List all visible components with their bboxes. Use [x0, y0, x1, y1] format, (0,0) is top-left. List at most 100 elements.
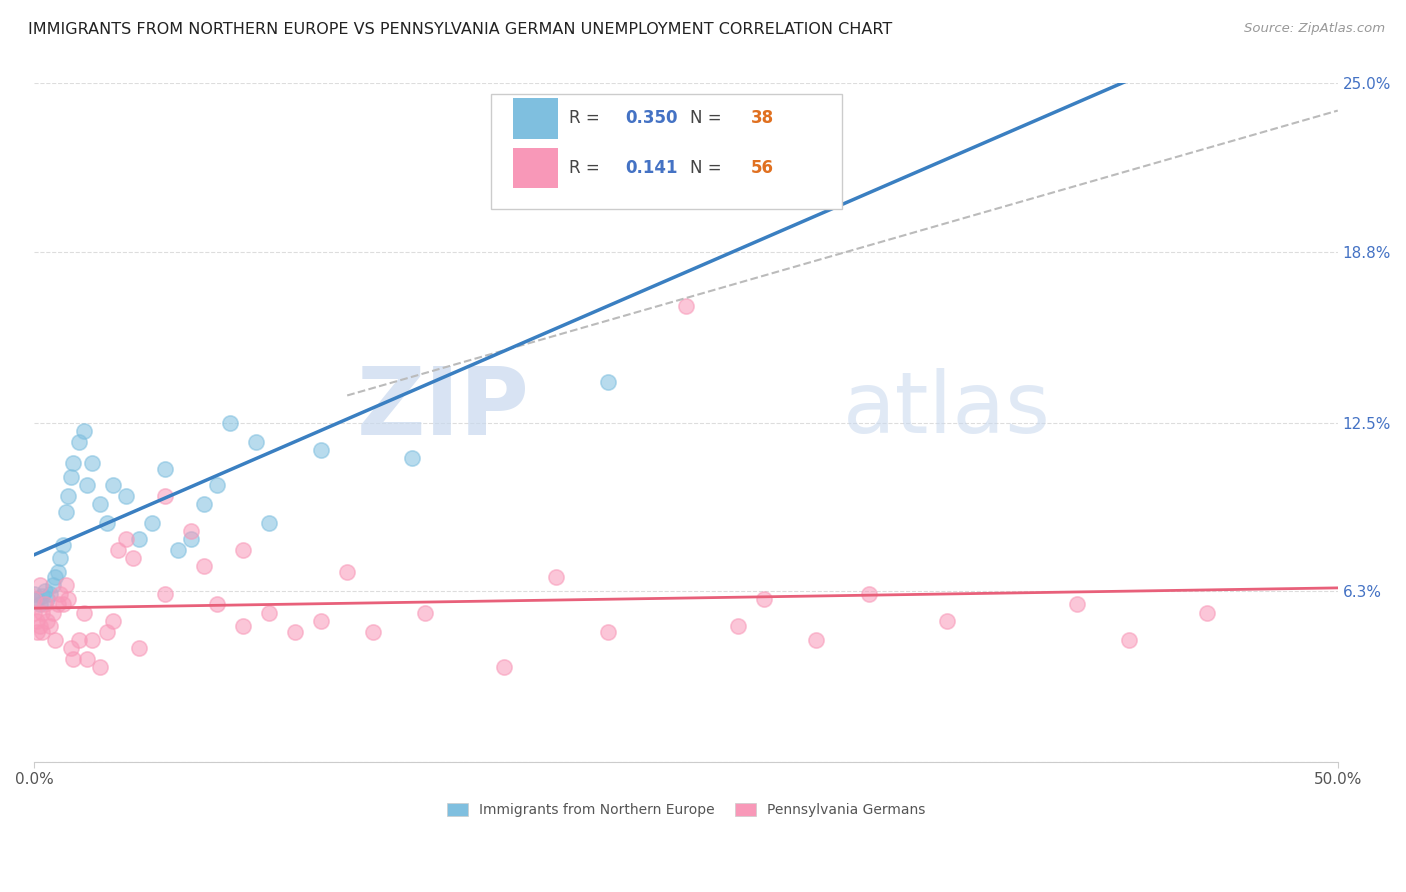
Point	[55, 578, 77, 592]
Text: N =: N =	[690, 109, 727, 128]
Point	[361, 624, 384, 639]
Point	[25, 591, 48, 606]
Point	[128, 640, 150, 655]
Text: R =: R =	[569, 159, 605, 178]
Point	[219, 416, 242, 430]
Point	[205, 478, 228, 492]
Point	[107, 543, 129, 558]
Point	[180, 524, 202, 538]
Point	[41, 606, 63, 620]
Point	[89, 660, 111, 674]
Text: R =: R =	[569, 109, 605, 128]
Point	[96, 624, 118, 639]
Point	[858, 586, 880, 600]
Point	[727, 619, 749, 633]
Point	[34, 583, 56, 598]
Point	[309, 442, 332, 457]
Point	[49, 586, 72, 600]
Point	[55, 505, 77, 519]
Point	[232, 543, 254, 558]
Text: N =: N =	[690, 159, 727, 178]
Point	[128, 533, 150, 547]
Point	[153, 489, 176, 503]
Point	[122, 551, 145, 566]
Point	[544, 570, 567, 584]
Text: IMMIGRANTS FROM NORTHERN EUROPE VS PENNSYLVANIA GERMAN UNEMPLOYMENT CORRELATION : IMMIGRANTS FROM NORTHERN EUROPE VS PENNS…	[28, 22, 893, 37]
Point	[22, 606, 45, 620]
Point	[492, 660, 515, 674]
Point	[596, 375, 619, 389]
Legend: Immigrants from Northern Europe, Pennsylvania Germans: Immigrants from Northern Europe, Pennsyl…	[441, 797, 931, 822]
Point	[309, 614, 332, 628]
Bar	[513, 98, 558, 138]
Point	[41, 578, 63, 592]
Point	[492, 179, 515, 194]
Bar	[513, 148, 558, 188]
Point	[336, 565, 359, 579]
Point	[141, 516, 163, 530]
Point	[245, 434, 267, 449]
Point	[935, 614, 957, 628]
Point	[80, 456, 103, 470]
Point	[59, 640, 82, 655]
Point	[49, 551, 72, 566]
Point	[22, 586, 45, 600]
Point	[101, 614, 124, 628]
Text: Source: ZipAtlas.com: Source: ZipAtlas.com	[1244, 22, 1385, 36]
Point	[96, 516, 118, 530]
Point	[166, 543, 188, 558]
Point	[1197, 606, 1219, 620]
Point	[806, 632, 828, 647]
Point	[153, 461, 176, 475]
Point	[76, 478, 98, 492]
Point	[257, 606, 280, 620]
Point	[34, 598, 56, 612]
Text: 0.350: 0.350	[624, 109, 678, 128]
Text: ZIP: ZIP	[357, 363, 530, 455]
Point	[28, 578, 51, 592]
Point	[31, 589, 53, 603]
Point	[73, 606, 96, 620]
Point	[25, 624, 48, 639]
Point	[52, 538, 75, 552]
Point	[257, 516, 280, 530]
Point	[80, 632, 103, 647]
Point	[67, 434, 90, 449]
Point	[284, 624, 307, 639]
Point	[401, 450, 423, 465]
Point	[76, 651, 98, 665]
Point	[114, 533, 136, 547]
Point	[89, 497, 111, 511]
Point	[596, 624, 619, 639]
Point	[39, 619, 62, 633]
Point	[28, 598, 51, 612]
Point	[58, 489, 80, 503]
Point	[62, 651, 84, 665]
Point	[193, 497, 215, 511]
Point	[67, 632, 90, 647]
Text: 0.141: 0.141	[624, 159, 678, 178]
Point	[52, 598, 75, 612]
Point	[37, 591, 59, 606]
Text: 56: 56	[751, 159, 775, 178]
Point	[180, 533, 202, 547]
Point	[114, 489, 136, 503]
Point	[73, 424, 96, 438]
Point	[39, 586, 62, 600]
Point	[754, 591, 776, 606]
Point	[675, 299, 697, 313]
Point	[22, 591, 45, 606]
Point	[58, 591, 80, 606]
Point	[101, 478, 124, 492]
Text: atlas: atlas	[842, 368, 1050, 450]
Point	[232, 619, 254, 633]
Point	[415, 606, 437, 620]
Point	[46, 565, 69, 579]
Point	[37, 614, 59, 628]
Point	[59, 470, 82, 484]
FancyBboxPatch shape	[491, 94, 842, 209]
Point	[44, 570, 66, 584]
Point	[153, 586, 176, 600]
Text: 38: 38	[751, 109, 775, 128]
Point	[1066, 598, 1088, 612]
